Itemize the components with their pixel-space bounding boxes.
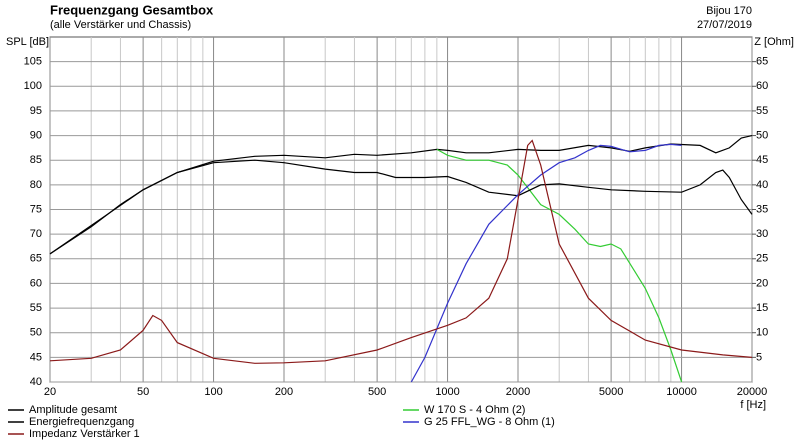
legend-label: Impedanz Verstärker 1 <box>29 428 140 440</box>
y2-tick-label: 60 <box>756 80 768 92</box>
y-tick-label: 90 <box>30 129 42 141</box>
y-tick-label: 80 <box>30 179 42 191</box>
y2-tick-label: 65 <box>756 56 768 68</box>
y2-tick-label: 50 <box>756 129 768 141</box>
x-tick-label: 20000 <box>737 386 768 398</box>
x-tick-label: 100 <box>204 386 222 398</box>
series-line <box>436 148 683 383</box>
y-tick-label: 100 <box>24 80 42 92</box>
y2-tick-label: 55 <box>756 105 768 117</box>
x-tick-label: 5000 <box>599 386 623 398</box>
date: 27/07/2019 <box>697 19 752 31</box>
y-tick-label: 105 <box>24 56 42 68</box>
y-tick-label: 75 <box>30 203 42 215</box>
y2-tick-label: 10 <box>756 327 768 339</box>
project-name: Bijou 170 <box>706 5 752 17</box>
y-tick-label: 65 <box>30 253 42 265</box>
series-line <box>49 159 753 255</box>
x-tick-label: 200 <box>275 386 293 398</box>
legend-label: W 170 S - 4 Ohm (2) <box>424 404 525 416</box>
y2-tick-label: 20 <box>756 277 768 289</box>
legend-label: G 25 FFL_WG - 8 Ohm (1) <box>424 416 555 428</box>
y-tick-label: 45 <box>30 351 42 363</box>
x-tick-label: 500 <box>368 386 386 398</box>
y-tick-label: 70 <box>30 228 42 240</box>
y2-tick-label: 25 <box>756 253 768 265</box>
series-line <box>49 139 753 364</box>
y2-axis-label: Z [Ohm] <box>754 36 794 48</box>
y-tick-label: 40 <box>30 376 42 388</box>
chart-title: Frequenzgang Gesamtbox <box>50 2 214 17</box>
y2-tick-label: 40 <box>756 179 768 191</box>
series-line <box>410 143 682 383</box>
x-axis-label: f [Hz] <box>740 399 766 411</box>
y2-tick-label: 35 <box>756 203 768 215</box>
legend-label: Energiefrequenzgang <box>29 416 134 428</box>
series-line <box>49 135 753 255</box>
legend-label: Amplitude gesamt <box>29 404 117 416</box>
x-tick-label: 1000 <box>435 386 459 398</box>
y-axis-label: SPL [dB] <box>6 36 49 48</box>
y-tick-label: 50 <box>30 327 42 339</box>
y-tick-label: 95 <box>30 105 42 117</box>
y2-tick-label: 30 <box>756 228 768 240</box>
x-tick-label: 20 <box>44 386 56 398</box>
y-tick-label: 55 <box>30 302 42 314</box>
y2-tick-label: 15 <box>756 302 768 314</box>
x-tick-label: 50 <box>137 386 149 398</box>
x-tick-label: 10000 <box>666 386 697 398</box>
y-tick-label: 85 <box>30 154 42 166</box>
y2-tick-label: 45 <box>756 154 768 166</box>
x-tick-label: 2000 <box>506 386 530 398</box>
y-tick-label: 60 <box>30 277 42 289</box>
y2-tick-label: 5 <box>756 351 762 363</box>
chart-subtitle: (alle Verstärker und Chassis) <box>50 19 191 31</box>
